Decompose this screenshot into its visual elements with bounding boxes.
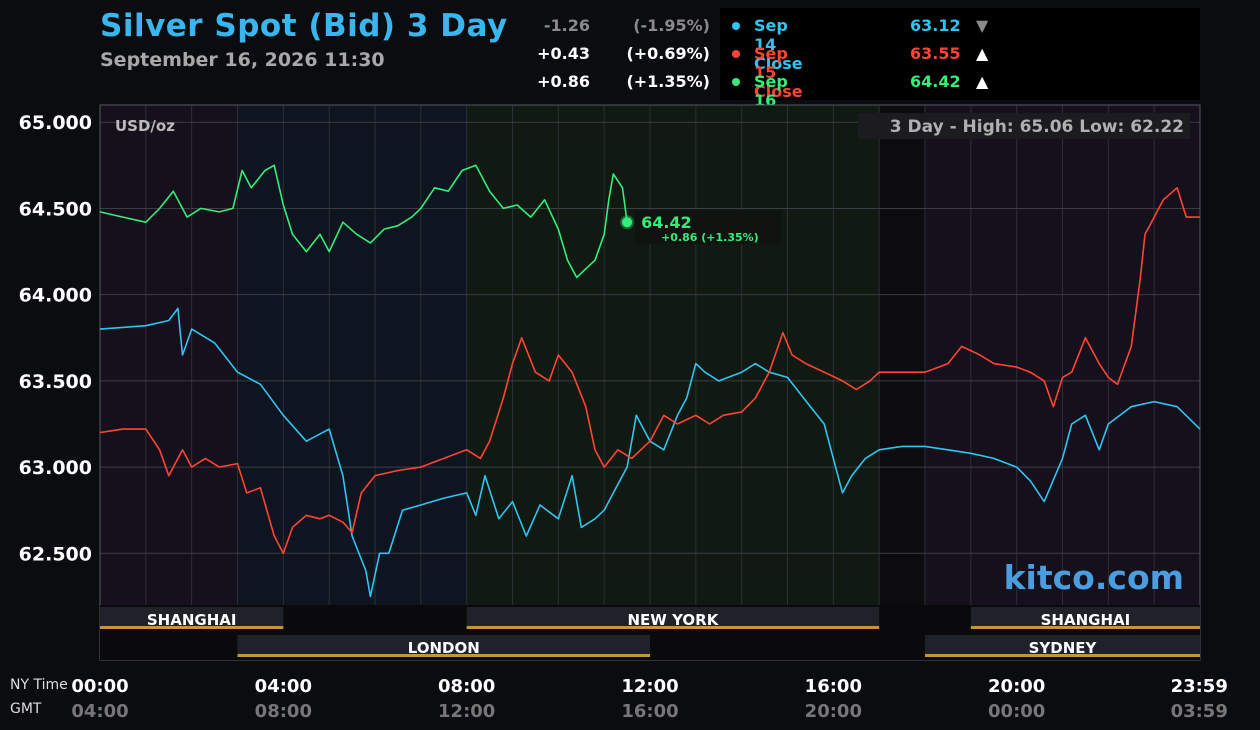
session-label: SHANGHAI <box>147 611 237 629</box>
x-tick-ny-label: 08:00 <box>438 676 495 697</box>
x-tick-ny-label: 16:00 <box>805 676 862 697</box>
legend-percent: (+0.69%) <box>626 44 710 63</box>
x-tick-gmt-label: 12:00 <box>438 701 495 722</box>
session-band <box>970 607 1200 627</box>
y-tick-label: 63.500 <box>19 371 92 393</box>
legend-panel: Sep 14 Close 63.12 ▼ -1.26 (-1.95%) Sep … <box>537 8 1200 129</box>
session-bar <box>100 626 284 629</box>
session-bar <box>970 626 1200 629</box>
series-line-2 <box>99 187 1200 555</box>
x-tick-ny-label: 00:00 <box>71 676 128 697</box>
y-tick-label: 62.500 <box>19 543 92 565</box>
legend-change: -1.26 <box>543 16 590 35</box>
session-label: NEW YORK <box>628 611 720 629</box>
session-label: SHANGHAI <box>1041 611 1131 629</box>
ny-time-row-label: NY Time <box>10 677 68 693</box>
session-shade <box>100 105 238 605</box>
session-shade <box>879 105 925 605</box>
session-bar <box>237 654 650 657</box>
up-arrow-icon: ▲ <box>976 72 989 91</box>
last-change-label: +0.86 (+1.35%) <box>661 231 759 244</box>
series-line-3 <box>99 164 628 279</box>
legend-dot-sep16 <box>732 78 740 86</box>
x-tick-gmt-label: 08:00 <box>255 701 312 722</box>
session-bar <box>466 626 880 629</box>
up-arrow-icon: ▲ <box>976 44 989 63</box>
x-tick-ny-label: 20:00 <box>988 676 1045 697</box>
legend-price: 64.42 <box>910 72 961 91</box>
legend-dot-sep15 <box>732 50 740 58</box>
y-tick-label: 65.000 <box>19 112 92 134</box>
legend-change: +0.43 <box>537 44 590 63</box>
unit-label: USD/oz <box>115 117 175 135</box>
session-shade <box>237 105 467 605</box>
session-band <box>466 607 880 627</box>
legend-price: 63.55 <box>910 44 961 63</box>
session-label: LONDON <box>408 639 480 657</box>
down-arrow-icon: ▼ <box>976 16 989 35</box>
range-label-bg <box>858 113 1190 139</box>
last-price-label: 64.42 <box>641 213 692 232</box>
session-band <box>237 635 650 655</box>
chart-timestamp: September 16, 2026 11:30 <box>100 49 385 71</box>
x-tick-gmt-label: 20:00 <box>805 701 862 722</box>
y-tick-label: 64.500 <box>19 198 92 220</box>
x-tick-gmt-label: 03:59 <box>1171 701 1228 722</box>
series-line-1 <box>99 307 1201 598</box>
legend-change: +0.86 <box>537 72 590 91</box>
session-band <box>925 635 1200 655</box>
legend-percent: (+1.35%) <box>626 72 710 91</box>
legend-percent: (-1.95%) <box>633 16 710 35</box>
x-tick-ny-label: 04:00 <box>255 676 312 697</box>
x-tick-ny-label: 12:00 <box>621 676 678 697</box>
session-label: SYDNEY <box>1029 639 1098 657</box>
x-tick-gmt-label: 00:00 <box>988 701 1045 722</box>
last-point-marker <box>622 217 633 228</box>
gmt-row-label: GMT <box>10 701 42 717</box>
session-shade <box>466 105 880 605</box>
session-bar <box>925 654 1200 657</box>
legend-name: Sep 15 Close <box>754 44 803 101</box>
x-tick-gmt-label: 04:00 <box>71 701 128 722</box>
last-price-bg <box>635 210 782 245</box>
legend-price: 63.12 <box>910 16 961 35</box>
range-label: 3 Day - High: 65.06 Low: 62.22 <box>890 117 1184 137</box>
chart-title: Silver Spot (Bid) 3 Day <box>100 8 508 44</box>
x-tick-ny-label: 23:59 <box>1171 676 1228 697</box>
watermark-logo: kitco.com <box>1004 558 1184 597</box>
legend-name: Sep 14 Close <box>754 16 803 73</box>
legend-dot-sep14 <box>732 22 740 30</box>
session-band <box>100 607 284 627</box>
y-tick-label: 64.000 <box>19 285 92 307</box>
x-tick-gmt-label: 16:00 <box>621 701 678 722</box>
y-tick-label: 63.000 <box>19 457 92 479</box>
